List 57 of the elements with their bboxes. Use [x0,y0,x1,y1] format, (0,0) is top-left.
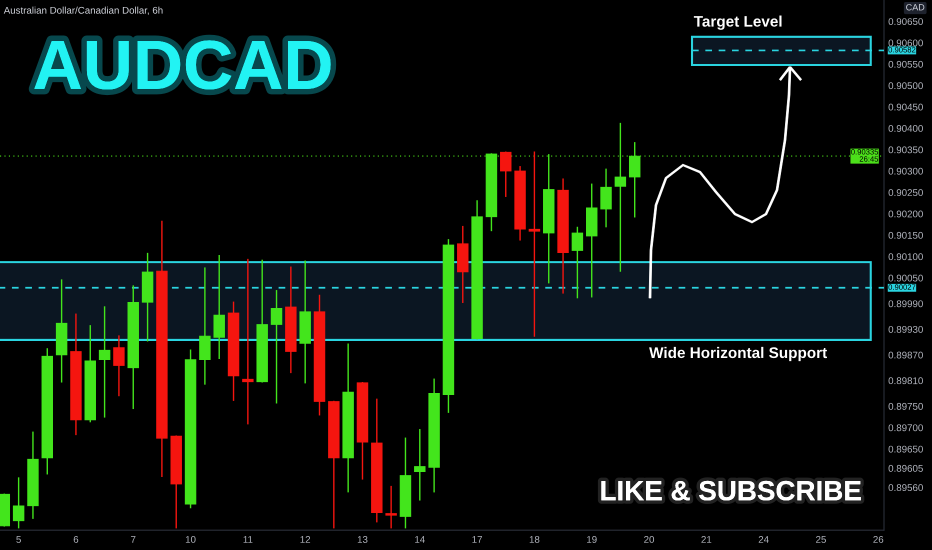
y-tick-label: 0.90250 [888,189,923,196]
y-tick-label: 0.89750 [888,402,923,410]
band-label: Wide Horizontal Support [649,346,827,362]
y-tick-label: 0.90200 [888,210,923,218]
candlestick [528,152,540,337]
candlestick [12,477,24,528]
x-tick-label: 13 [358,536,368,543]
annotation: LIKE & SUBSCRIBE [601,480,861,501]
candlestick [199,267,211,385]
text: Australian Dollar/Canadian Dollar, 6h [4,6,163,15]
y-axis-title: CAD [906,4,924,10]
y-tick-label: 0.90550 [888,60,923,68]
x-tick-label: 18 [530,536,540,543]
x-tick-label: 25 [816,536,826,543]
candlestick [242,258,254,424]
candlestick [600,168,612,228]
x-tick-label: 21 [701,536,712,543]
candlestick [500,152,512,197]
x-tick-label: 10 [186,536,196,543]
y-tick-label: 0.90150 [888,232,923,239]
y-tick-label: 0.90400 [888,125,923,132]
y-tick-label: 0.90100 [888,253,923,260]
y-tick-label: 0.89700 [888,424,923,432]
candlestick [572,226,584,298]
y-tick-label: 0.90300 [888,168,923,175]
y-tick-label: 0.89605 [888,464,923,472]
x-tick-label: 19 [587,536,597,543]
y-tick-label: 0.89650 [888,446,923,453]
x-tick-label: 12 [300,536,310,543]
y-tick-label: 0.90500 [888,82,923,90]
x-tick-label: 6 [74,536,78,543]
candlestick [98,306,110,418]
candlestick [385,486,397,528]
y-tick-label: 0.89870 [888,352,923,359]
y-tick-label: 0.90650 [888,18,923,25]
y-tick-label: 0.90600 [888,39,923,46]
x-tick-label: 5 [16,536,21,543]
y-tick-label: 0.90450 [888,104,923,111]
y-tick-label: 0.89810 [888,377,923,384]
band-label: Target Level [694,16,782,30]
y-tick-label: 0.89930 [888,326,923,333]
x-tick-label: 11 [244,536,252,543]
y-tick-label: 0.89990 [888,300,923,308]
x-tick-label: 20 [644,536,654,543]
x-tick-label: 14 [415,536,425,543]
candlestick [270,290,282,404]
x-tick-label: 26 [873,536,884,543]
x-tick-label: 24 [758,536,769,543]
x-tick-label: 7 [131,536,136,543]
candlestick [414,429,426,501]
y-tick-label: 0.90350 [888,146,923,154]
candlestick [213,255,225,360]
x-tick-label: 17 [472,536,482,543]
y-tick-label: 0.89560 [888,484,923,492]
chart-title: AUDCAD [34,40,331,90]
candlestick [113,335,125,396]
y-tick-label: 0.90050 [888,274,923,282]
